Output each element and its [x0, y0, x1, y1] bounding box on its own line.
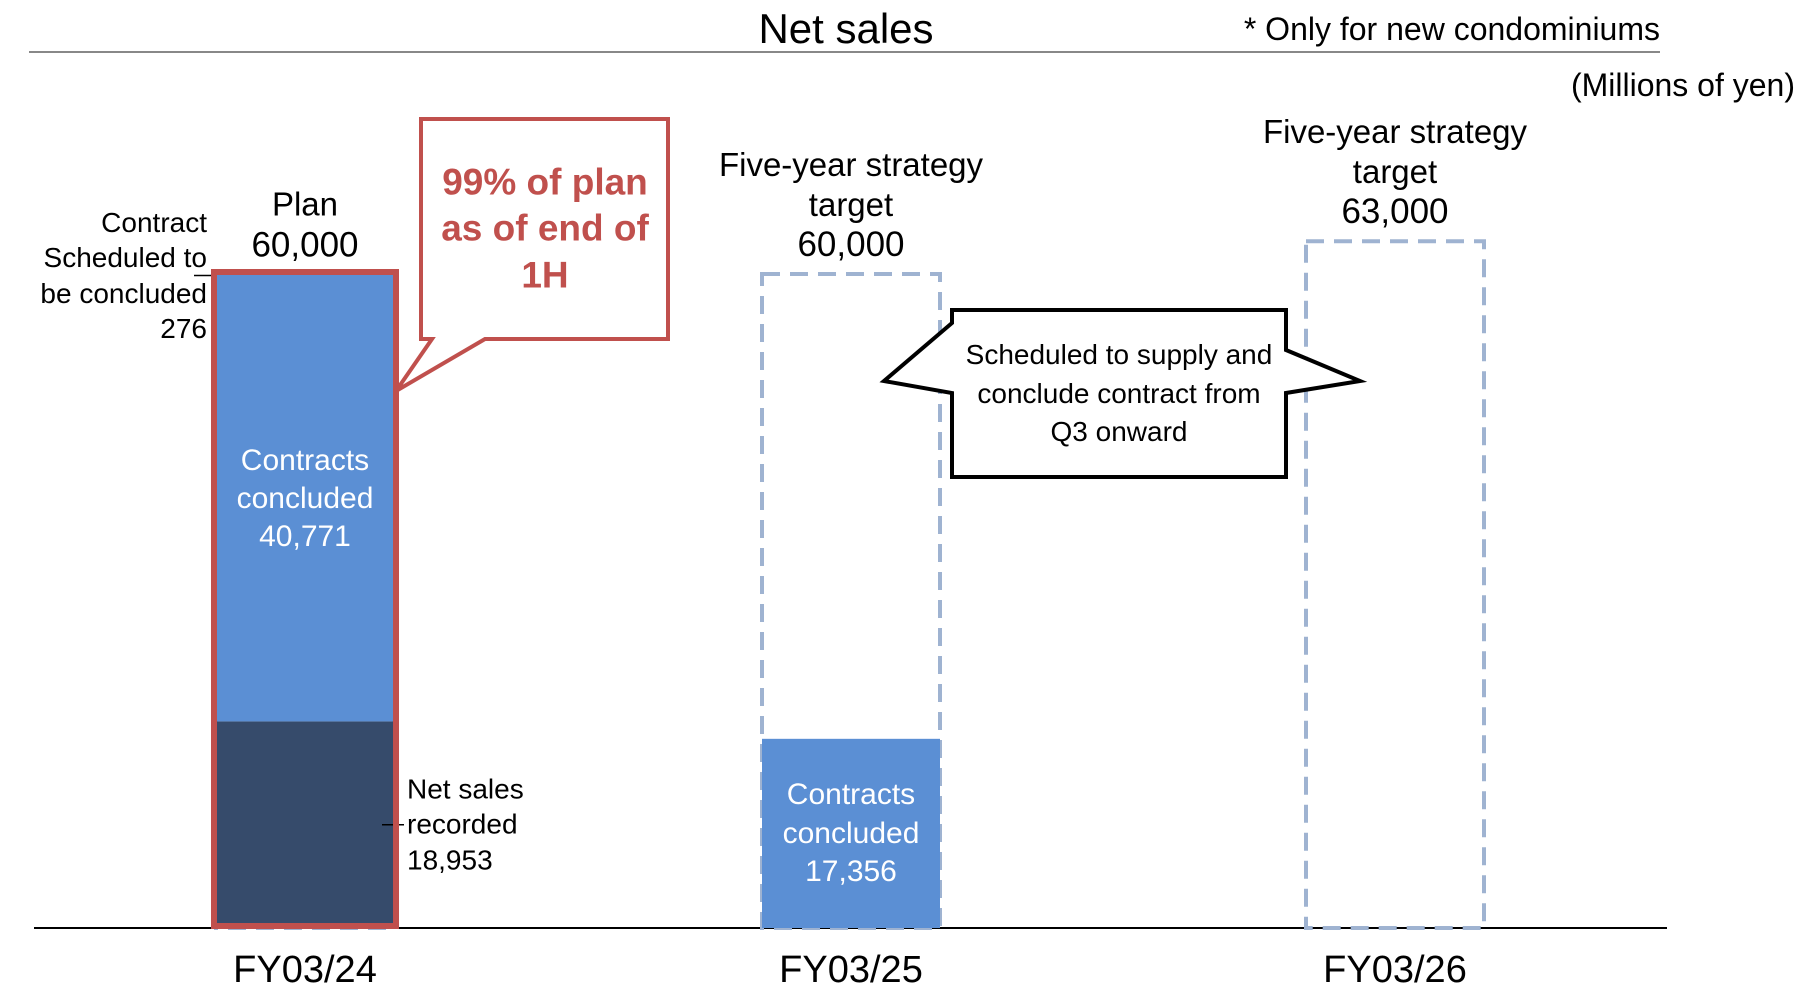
target-name: Five-year strategy target — [1262, 113, 1528, 190]
callout-black-text: Scheduled to supply and conclude contrac… — [965, 339, 1273, 448]
callout-red-text: 99% of plan as of end of 1H — [441, 161, 649, 296]
bar-segment — [216, 274, 394, 278]
target-box — [1304, 239, 1486, 931]
target-value: 60,000 — [797, 225, 905, 264]
segment-label: Contract Scheduled to be concluded 276 — [17, 204, 207, 346]
x-tick-label: FY03/26 — [1323, 949, 1467, 991]
bar-segment — [762, 738, 940, 928]
bar-segment — [216, 721, 394, 928]
segment-label: Net sales recorded 18,953 — [407, 771, 577, 878]
target-label: Five-year strategy target 60,000 — [701, 145, 1001, 266]
value-label: 40,771 — [259, 520, 351, 554]
series-name: Net sales recorded — [407, 773, 524, 840]
callout-black-box — [879, 308, 1368, 479]
callout-red-box — [394, 117, 670, 393]
segment-label: Contracts concluded 40,771 — [216, 442, 394, 556]
target-box — [760, 272, 942, 930]
target-label: Five-year strategy target 63,000 — [1245, 112, 1545, 233]
unit-label: (Millions of yen) — [1570, 67, 1795, 103]
x-tick-label: FY03/25 — [779, 949, 923, 991]
target-value: 60,000 — [251, 225, 359, 264]
target-name: Plan — [271, 185, 339, 223]
value-label: 18,953 — [407, 844, 493, 876]
highlight-border — [211, 269, 399, 929]
value-label: 276 — [160, 313, 207, 345]
chart-title: Net sales — [758, 5, 934, 52]
series-name: Contracts concluded — [236, 444, 374, 516]
x-tick-label: FY03/24 — [233, 949, 377, 991]
bar-segment — [216, 277, 394, 722]
value-label: 17,356 — [805, 854, 897, 888]
target-value: 63,000 — [1341, 192, 1449, 232]
note: * Only for new condominiums — [1243, 11, 1660, 47]
series-name: Contracts concluded — [782, 778, 920, 850]
target-label: Plan 60,000 — [155, 184, 455, 266]
series-name: Contract Scheduled to be concluded — [40, 206, 207, 309]
target-name: Five-year strategy target — [718, 145, 984, 223]
segment-label: Contracts concluded 17,356 — [762, 776, 940, 890]
